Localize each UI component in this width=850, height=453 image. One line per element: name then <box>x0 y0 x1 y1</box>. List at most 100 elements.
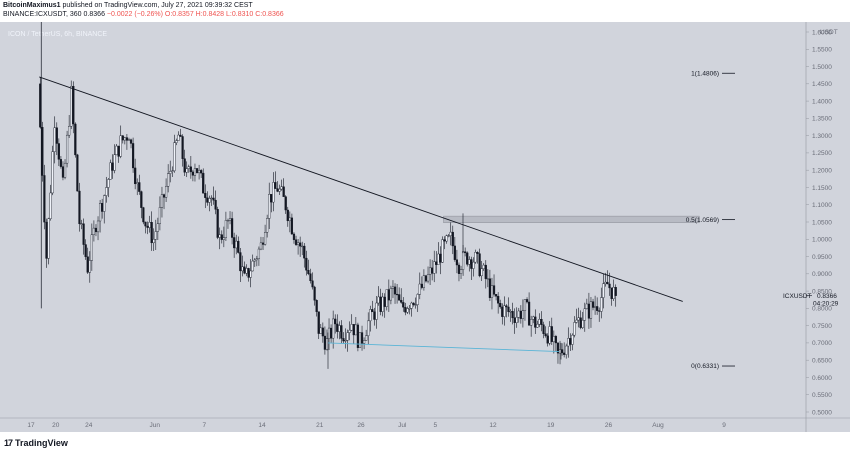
y-tick-label: 0.6500 <box>812 357 832 364</box>
candle-body <box>350 324 353 331</box>
candle-body <box>455 259 459 266</box>
candle-body <box>98 203 102 222</box>
candle-body <box>41 126 44 176</box>
candle-body <box>154 231 157 240</box>
candle-body <box>317 311 320 334</box>
x-tick-label: 20 <box>52 422 60 429</box>
candle-body <box>470 259 473 269</box>
candle-body <box>332 318 335 339</box>
ohlc-values: O:0.8357 H:0.8428 L:0.8310 C:0.8366 <box>164 11 284 18</box>
candle-body <box>206 197 209 203</box>
candle-body <box>453 245 456 260</box>
candle-body <box>74 123 77 156</box>
candle-body <box>385 289 388 307</box>
candle-body <box>131 143 135 169</box>
candle-body <box>45 221 48 259</box>
y-tick-label: 1.1000 <box>812 202 832 209</box>
candle-body <box>422 275 426 288</box>
candle-body <box>484 264 487 279</box>
candle-body <box>220 234 223 240</box>
candle-body <box>214 199 217 210</box>
tradingview-footer[interactable]: 17 TradingView <box>4 438 68 448</box>
candle-body <box>272 182 275 203</box>
candle-body <box>150 222 153 244</box>
candle-body <box>431 267 434 274</box>
x-tick-label: 19 <box>547 422 555 429</box>
candle-body <box>426 274 430 282</box>
candle-body <box>167 173 170 187</box>
publish-info: BitcoinMaximus1 published on TradingView… <box>3 2 253 9</box>
candle-body <box>119 135 122 157</box>
publisher-name[interactable]: BitcoinMaximus1 <box>3 2 61 9</box>
candle-body <box>406 308 409 313</box>
candle-body <box>107 179 110 188</box>
candle-body <box>565 345 568 355</box>
candle-body <box>606 281 609 285</box>
candle-body <box>224 220 228 238</box>
support-line <box>327 342 560 352</box>
candle-body <box>608 283 611 289</box>
x-tick-label: Jul <box>398 422 407 429</box>
candle-body <box>391 286 395 289</box>
candle-body <box>348 329 351 333</box>
candle-body <box>226 220 230 222</box>
candle-body <box>61 166 65 178</box>
candle-body <box>505 305 508 308</box>
candle-body <box>369 309 372 322</box>
fib-level-label: 0.5(1.0569) <box>686 217 719 224</box>
x-tick-label: 7 <box>202 422 206 429</box>
candle-body <box>249 270 252 278</box>
candle-body <box>414 304 417 306</box>
candle-body <box>540 319 543 325</box>
candle-body <box>461 251 465 270</box>
candle-body <box>449 231 452 236</box>
candle-body <box>433 261 436 274</box>
candle-body <box>303 245 306 259</box>
candle-body <box>208 198 211 203</box>
candle-body <box>103 195 106 212</box>
candle-body <box>402 302 405 308</box>
candle-body <box>311 280 314 288</box>
candle-body <box>49 192 52 219</box>
candle-body <box>511 311 514 319</box>
candle-body <box>169 171 172 174</box>
candle-body <box>596 306 599 311</box>
x-tick-label: 12 <box>489 422 497 429</box>
candle-body <box>183 158 186 173</box>
candle-body <box>266 218 269 233</box>
candle-body <box>230 218 234 238</box>
candle-body <box>583 308 586 321</box>
candle-body <box>294 239 298 245</box>
candle-body <box>602 283 605 298</box>
candle-body <box>274 182 277 189</box>
candle-body <box>398 294 401 301</box>
x-tick-label: 21 <box>316 422 324 429</box>
candle-body <box>173 142 176 172</box>
candle-body <box>488 278 492 298</box>
candle-body <box>499 303 502 308</box>
candle-body <box>72 86 75 125</box>
candle-body <box>346 332 349 341</box>
fib-levels-layer: 1(1.4806) 0.5(1.0569) 0(0.6331) <box>686 70 735 370</box>
candle-body <box>474 252 477 263</box>
candle-body <box>439 253 442 263</box>
candle-body <box>140 191 143 208</box>
candle-body <box>301 245 304 248</box>
price-chart[interactable]: ICON / TetherUS, 6h, BINANCE USDT 1.6000… <box>0 22 850 432</box>
y-tick-label: 0.5500 <box>812 392 832 399</box>
candle-body <box>299 242 302 247</box>
y-tick-label: 0.6000 <box>812 375 832 382</box>
candle-body <box>78 190 81 225</box>
candle-body <box>144 221 147 227</box>
candle-body <box>212 197 215 201</box>
candle-body <box>189 166 192 173</box>
candle-body <box>523 299 527 311</box>
candle-body <box>243 266 246 274</box>
candle-body <box>53 127 56 152</box>
candle-body <box>352 324 355 336</box>
candle-body <box>600 297 603 312</box>
x-tick-label: 5 <box>433 422 437 429</box>
candle-body <box>558 349 562 354</box>
y-tick-label: 1.3000 <box>812 133 832 140</box>
candle-body <box>156 223 159 232</box>
